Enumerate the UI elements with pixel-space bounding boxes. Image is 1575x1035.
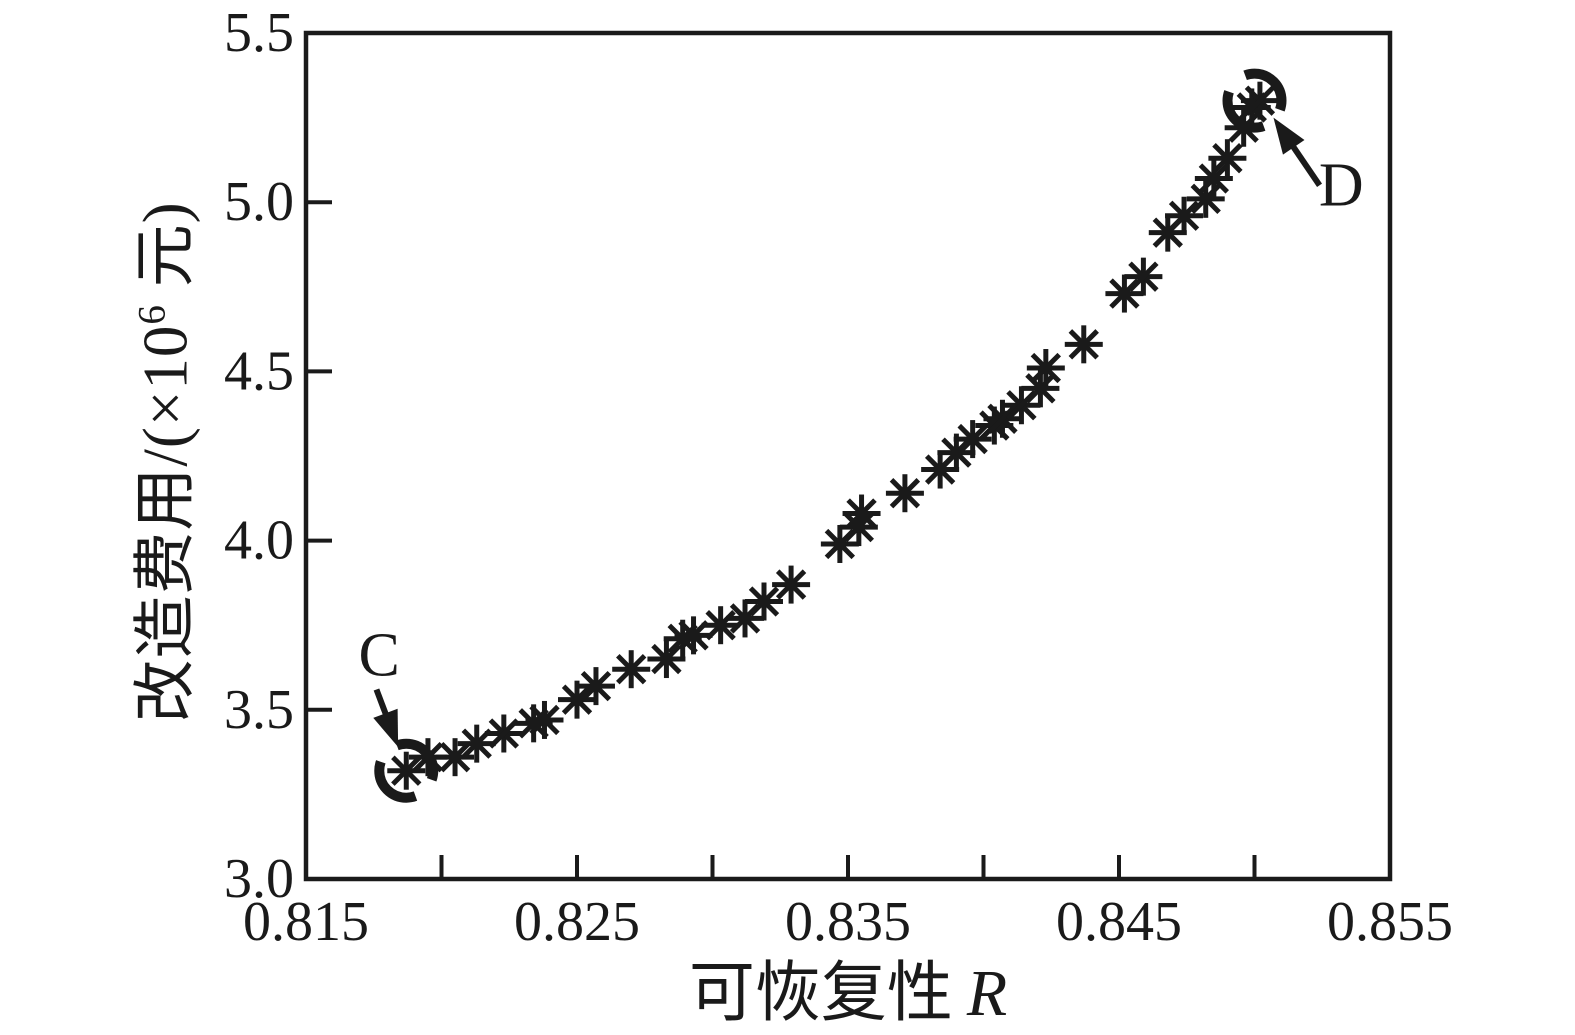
x-axis-tick-label: 0.855 <box>1327 891 1453 953</box>
data-point-marker <box>576 667 615 706</box>
data-point-marker <box>1194 159 1233 198</box>
data-point-marker <box>1165 196 1204 235</box>
data-point-marker <box>647 640 686 679</box>
endpoint-highlight-circle <box>374 738 439 803</box>
data-point-marker <box>612 650 651 689</box>
x-axis-tick-label: 0.825 <box>514 891 640 953</box>
data-point-marker <box>674 616 713 655</box>
data-point-marker <box>457 724 496 763</box>
y-axis-tick-label: 5.5 <box>224 2 294 64</box>
annotation-arrow-head <box>373 708 399 748</box>
x-axis-tick-label: 0.815 <box>243 891 369 953</box>
y-axis-tick-label: 3.5 <box>224 679 294 741</box>
y-axis-title-superscript: 6 <box>130 304 174 325</box>
data-point-marker <box>885 474 924 513</box>
x-axis-title-text: 可恢复性 <box>688 957 953 1030</box>
x-axis-title: 可恢复性 R <box>689 939 1007 1035</box>
y-axis-tick-label: 3.0 <box>224 848 294 910</box>
data-point-marker <box>1240 81 1279 120</box>
data-point-marker <box>842 494 881 533</box>
data-point-marker <box>772 565 811 604</box>
data-point-marker <box>744 582 783 621</box>
data-point-marker <box>1064 325 1103 364</box>
data-point-marker <box>1002 386 1041 425</box>
annotation-arrow-line <box>1287 140 1323 187</box>
annotation-arrow-head <box>1273 117 1305 155</box>
data-point-marker <box>525 700 564 739</box>
data-point-marker <box>1124 257 1163 296</box>
annotation-label-d: D <box>1319 151 1364 219</box>
y-axis-tick-label: 5.0 <box>224 171 294 233</box>
x-axis-tick-label: 0.845 <box>1056 891 1182 953</box>
endpoint-highlight-circle <box>1222 68 1287 133</box>
x-axis-title-variable: R <box>966 957 1008 1030</box>
data-point-marker <box>953 420 992 459</box>
annotation-label-c: C <box>358 622 399 690</box>
x-axis-tick-label: 0.835 <box>785 891 911 953</box>
y-axis-title-prefix: 改造费用/(×10 <box>130 324 201 723</box>
data-point-marker <box>436 738 475 777</box>
y-axis-title: 改造费用/(×106 元) <box>115 201 206 722</box>
data-point-marker <box>1208 139 1247 178</box>
data-point-marker <box>701 606 740 645</box>
y-axis-tick-label: 4.0 <box>224 510 294 572</box>
data-point-marker <box>387 751 426 790</box>
data-point-marker <box>1026 349 1065 388</box>
y-axis-tick-label: 4.5 <box>224 340 294 402</box>
data-point-marker <box>484 714 523 753</box>
y-axis-title-suffix: 元) <box>130 201 201 305</box>
